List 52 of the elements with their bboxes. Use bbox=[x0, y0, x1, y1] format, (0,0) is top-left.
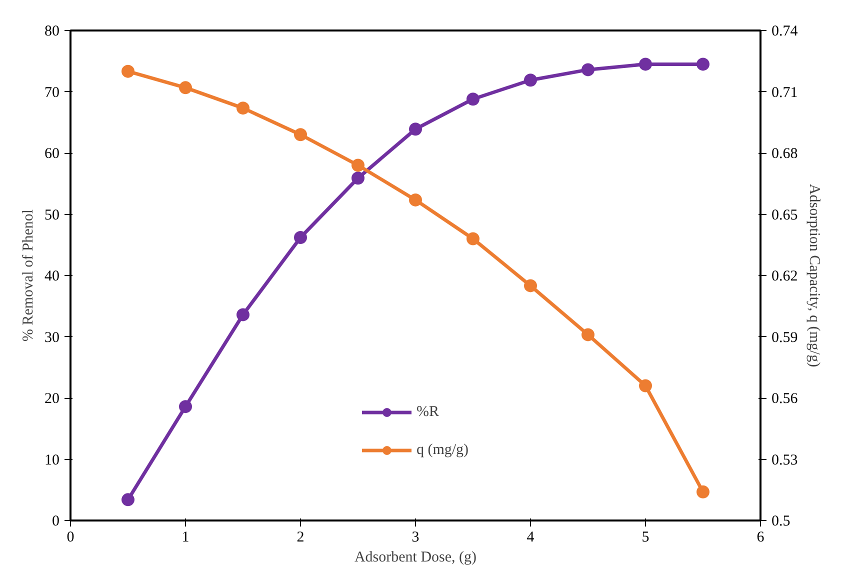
point bbox=[236, 102, 250, 115]
y2-axis-title: Adsorption Capacity, q (mg/g) bbox=[806, 184, 822, 368]
point bbox=[352, 158, 364, 172]
point bbox=[466, 232, 480, 246]
x-tick-label: 0 bbox=[66, 530, 74, 546]
x-tick-label: 2 bbox=[296, 530, 304, 546]
y-axis-title: % Removal of Phenol bbox=[20, 209, 36, 342]
y-tick-label: 50 bbox=[44, 207, 60, 224]
x-tick-label: 6 bbox=[756, 530, 765, 546]
x-tick-label: 5 bbox=[642, 530, 650, 546]
point bbox=[179, 81, 192, 94]
y-tick-label: 0 bbox=[52, 514, 60, 530]
x-tick-label: 4 bbox=[526, 530, 535, 546]
point bbox=[236, 308, 250, 322]
y2-tick-label: 0.71 bbox=[772, 84, 798, 101]
point bbox=[696, 58, 710, 71]
y2-tick-label: 0.53 bbox=[772, 452, 798, 468]
point bbox=[409, 122, 422, 136]
point bbox=[294, 128, 307, 142]
point bbox=[639, 58, 652, 71]
point bbox=[122, 493, 134, 506]
point bbox=[409, 193, 422, 206]
y-tick-label: 60 bbox=[44, 146, 60, 162]
y-tick-label: 70 bbox=[44, 84, 60, 101]
legend-label: q (mg/g) bbox=[416, 442, 469, 458]
point bbox=[524, 279, 537, 292]
y2-tick-label: 0.74 bbox=[772, 24, 798, 40]
point bbox=[582, 328, 594, 342]
point bbox=[639, 379, 652, 392]
x-tick-label: 3 bbox=[412, 530, 420, 546]
y-tick-label: 20 bbox=[44, 391, 60, 407]
y-tick-label: 40 bbox=[44, 268, 60, 284]
x-axis-title: Adsorbent Dose, (g) bbox=[354, 550, 477, 566]
point bbox=[122, 64, 134, 78]
point bbox=[352, 172, 364, 185]
y2-tick-label: 0.62 bbox=[772, 268, 798, 284]
y2-tick-label: 0.5 bbox=[772, 514, 790, 530]
y-tick-label: 10 bbox=[44, 452, 60, 468]
point bbox=[294, 231, 307, 244]
y2-tick-label: 0.59 bbox=[772, 330, 798, 346]
x-tick-label: 1 bbox=[182, 530, 190, 546]
y2-tick-label: 0.68 bbox=[772, 146, 798, 162]
point bbox=[582, 63, 594, 76]
point bbox=[524, 74, 537, 87]
y-tick-label: 30 bbox=[44, 330, 60, 346]
y-tick-label: 80 bbox=[44, 24, 60, 40]
y2-tick-label: 0.56 bbox=[772, 391, 798, 407]
point bbox=[466, 92, 480, 106]
point bbox=[696, 485, 710, 498]
point bbox=[179, 400, 192, 414]
y2-tick-label: 0.65 bbox=[772, 207, 798, 224]
legend-label: %R bbox=[416, 404, 439, 420]
